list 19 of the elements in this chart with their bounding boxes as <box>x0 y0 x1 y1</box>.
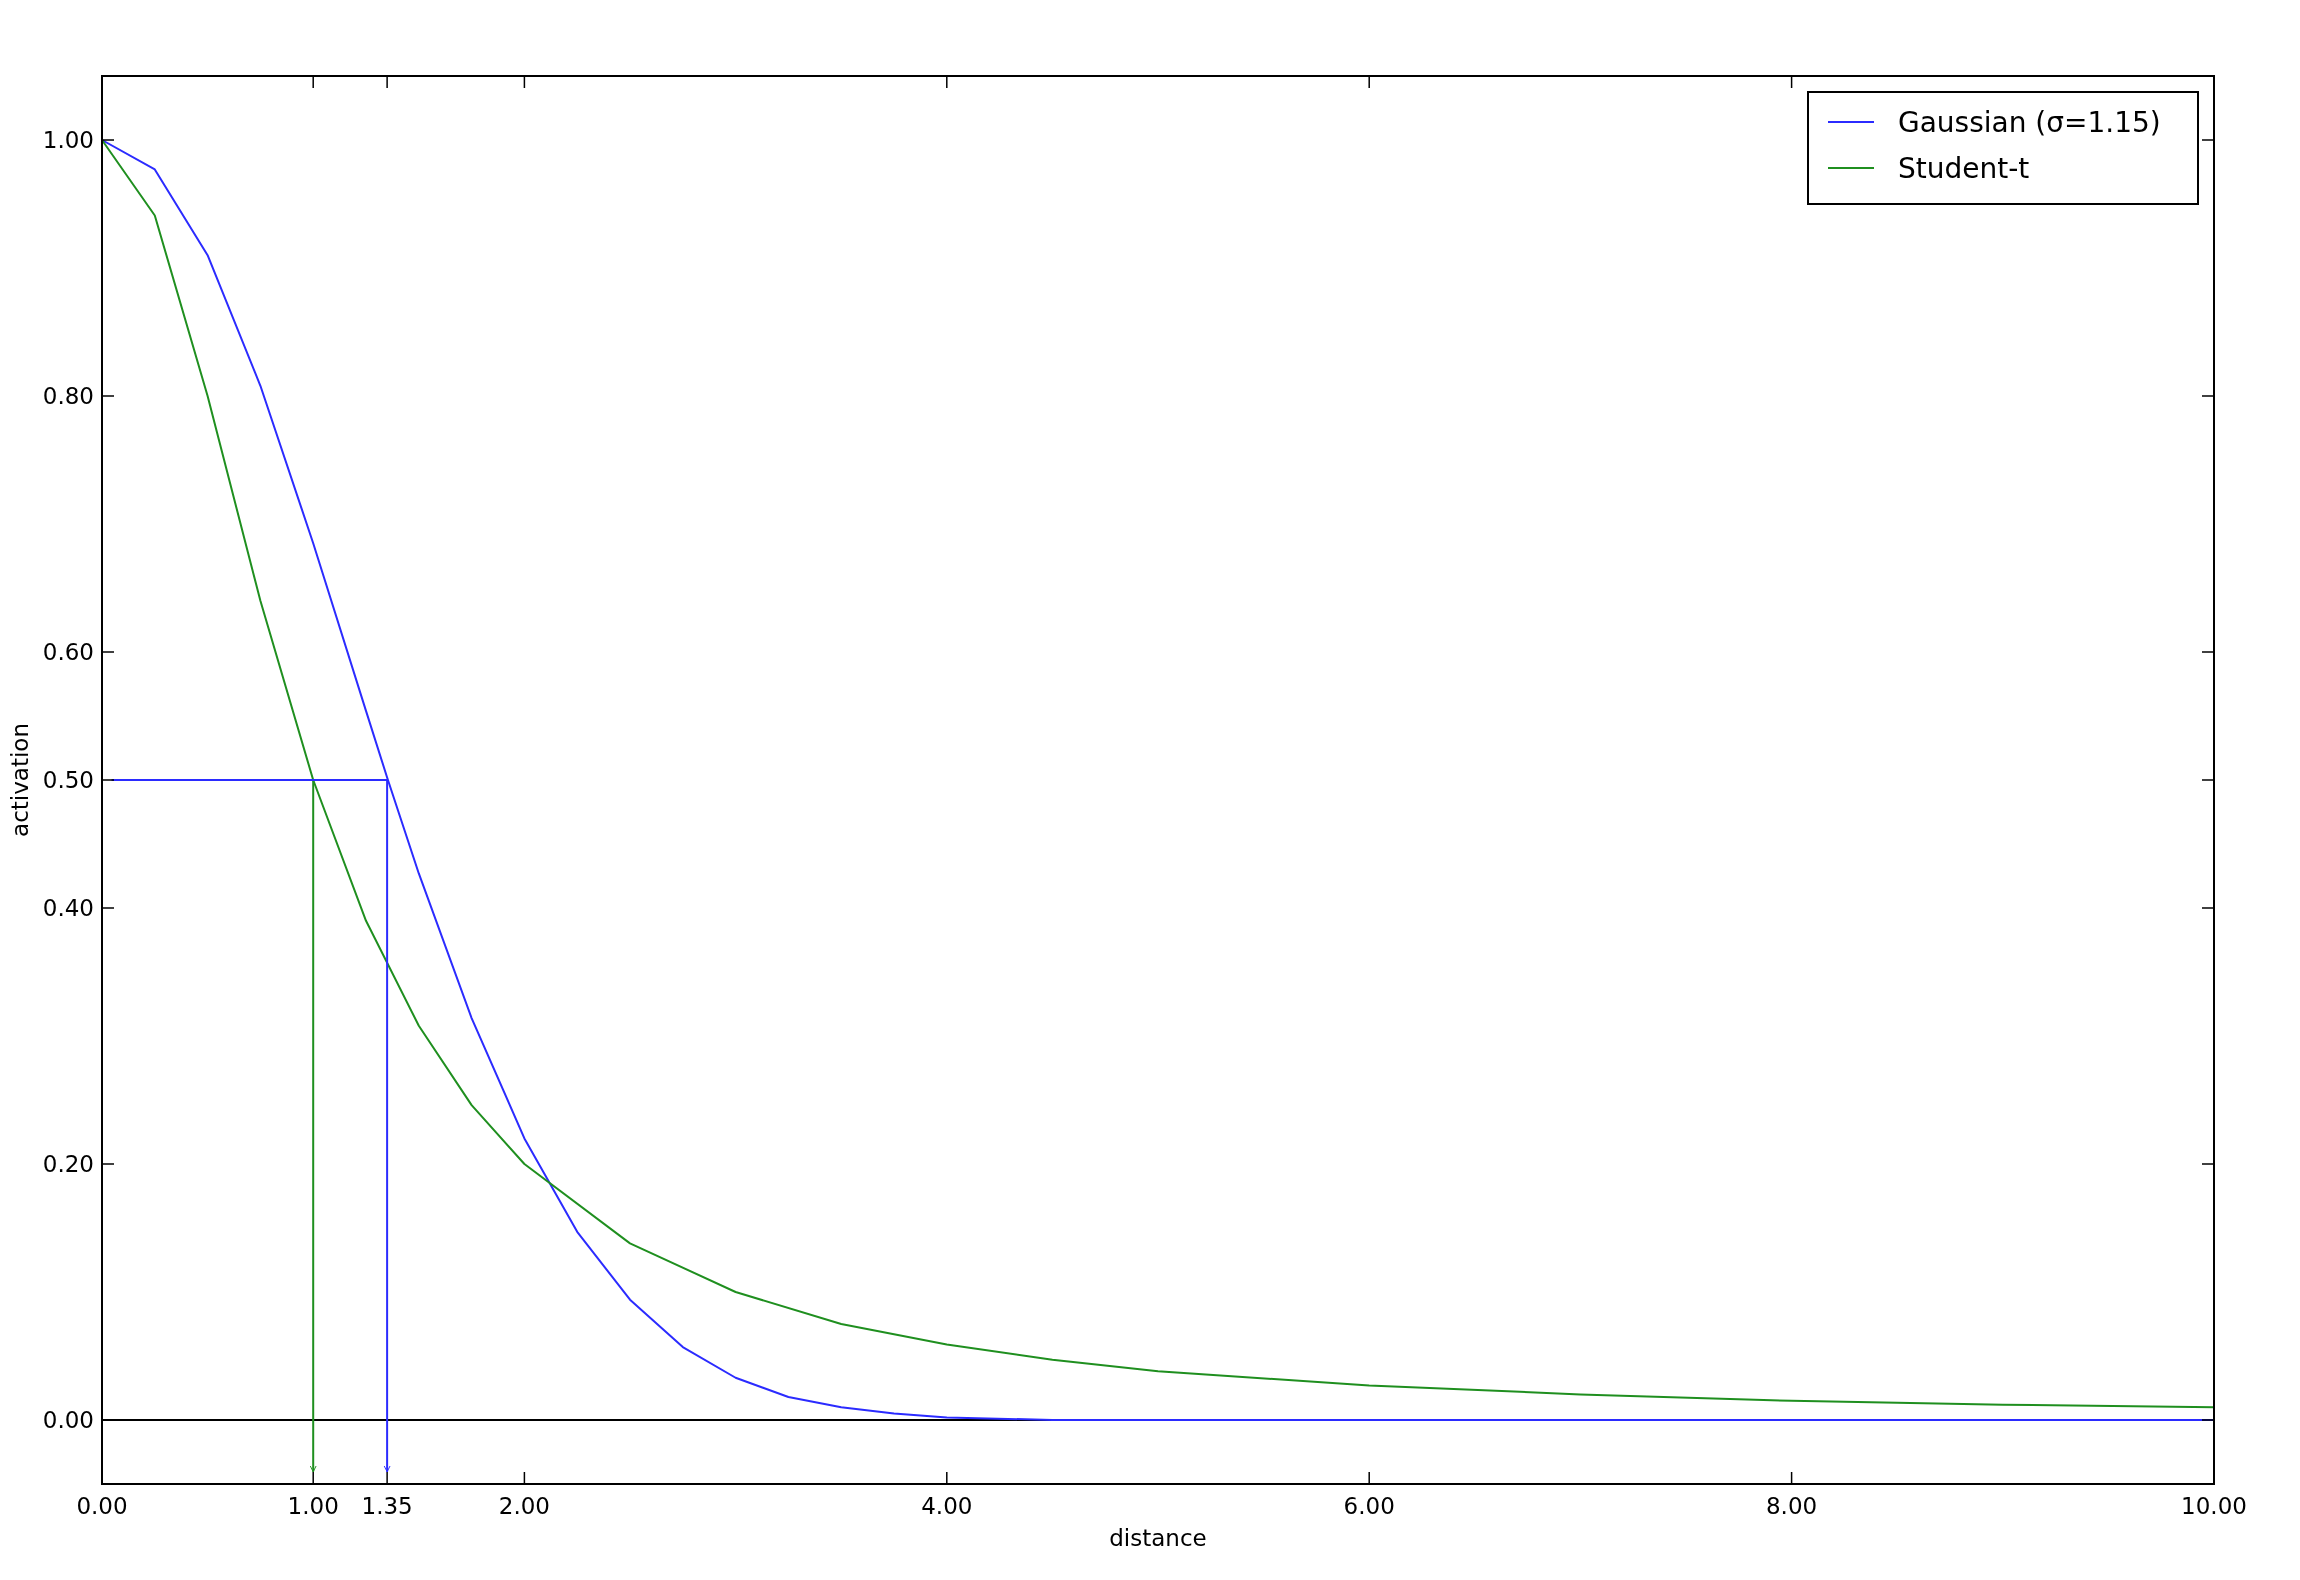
x-tick-label: 8.00 <box>1765 1493 1818 1519</box>
y-axis-title: activation <box>7 723 33 837</box>
y-tick-label: 0.50 <box>42 767 94 794</box>
x-tick-label: 2.00 <box>498 1493 551 1519</box>
legend-label: Gaussian (σ=1.15) <box>1898 105 2161 139</box>
x-axis-title: distance <box>1109 1525 1207 1551</box>
x-tick-label: 10.00 <box>2181 1493 2247 1519</box>
legend-label: Student-t <box>1898 151 2030 185</box>
x-tick-label: 1.35 <box>361 1493 413 1519</box>
y-tick-label: 1.00 <box>42 127 94 154</box>
y-tick-label: 0.00 <box>42 1407 94 1434</box>
x-tick-label: 1.00 <box>287 1493 339 1519</box>
x-tick-label: 4.00 <box>921 1493 973 1519</box>
x-tick-label: 0.00 <box>76 1493 128 1519</box>
y-tick-label: 0.60 <box>42 639 94 666</box>
y-tick-label: 0.40 <box>42 895 94 922</box>
x-tick-label: 6.00 <box>1343 1493 1395 1519</box>
y-tick-label: 0.80 <box>42 383 94 410</box>
y-tick-label: 0.20 <box>42 1151 94 1178</box>
